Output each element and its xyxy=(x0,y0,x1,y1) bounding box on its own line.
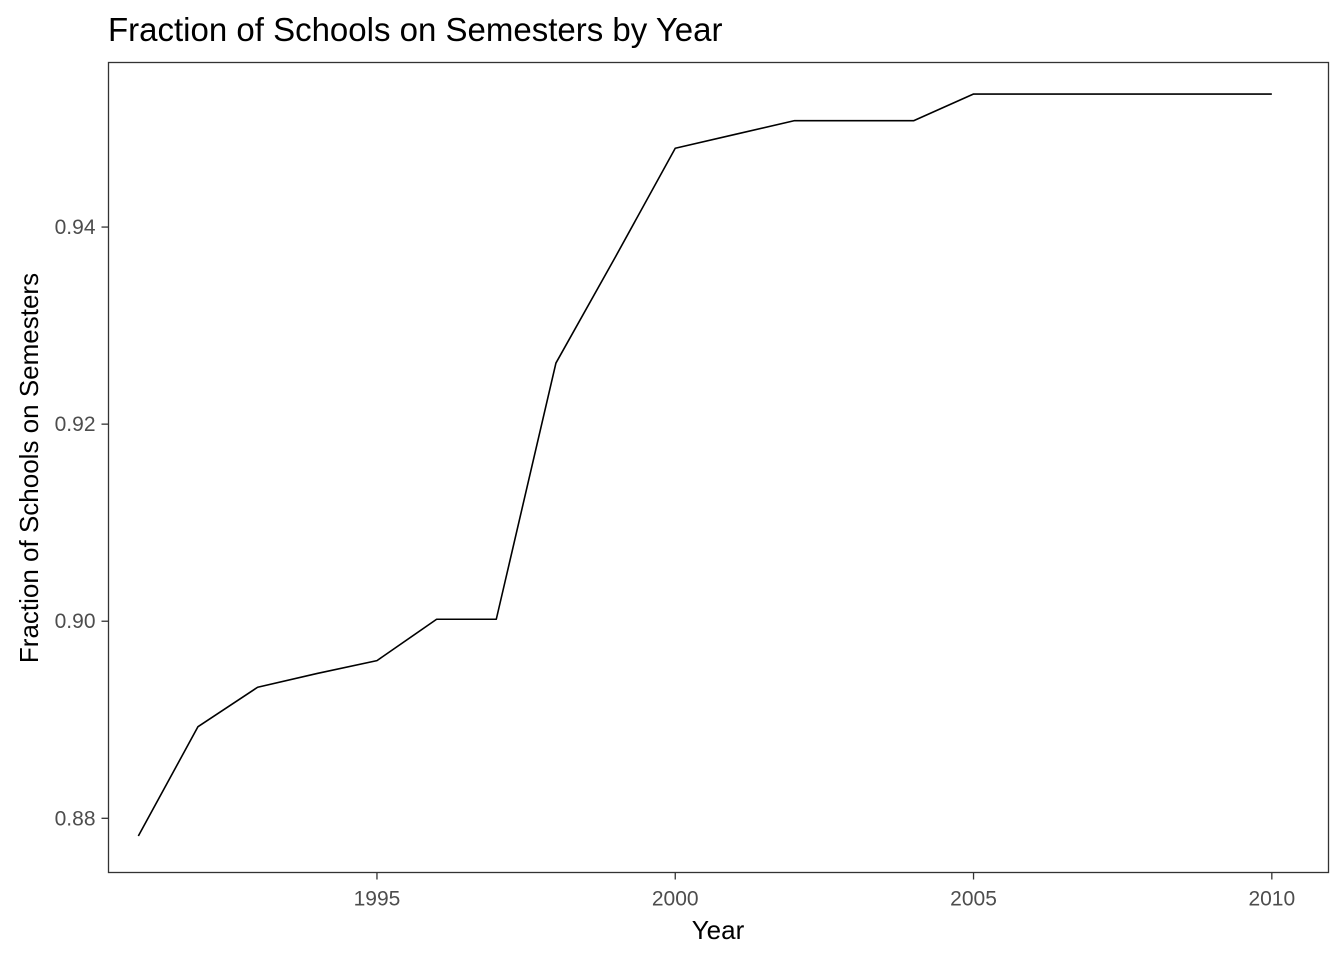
series-line xyxy=(137,93,1272,837)
y-axis: 0.88 0.90 0.92 0.94 xyxy=(55,216,109,830)
y-tick-label: 0.94 xyxy=(55,216,96,239)
x-axis-title: Year xyxy=(692,915,745,945)
plot-panel xyxy=(107,61,1330,874)
y-tick-label: 0.92 xyxy=(55,413,96,436)
x-tick-label: 2000 xyxy=(652,888,699,911)
y-tick-label: 0.90 xyxy=(55,610,96,633)
y-tick-label: 0.88 xyxy=(55,807,96,830)
series-layer xyxy=(137,93,1272,837)
x-tick-label: 1995 xyxy=(354,888,401,911)
y-axis-title: Fraction of Schools on Semesters xyxy=(14,273,44,663)
chart-title: Fraction of Schools on Semesters by Year xyxy=(108,11,723,48)
x-tick-label: 2005 xyxy=(950,888,997,911)
x-tick-label: 2010 xyxy=(1248,888,1295,911)
x-axis: 1995 2000 2005 2010 xyxy=(354,872,1295,911)
